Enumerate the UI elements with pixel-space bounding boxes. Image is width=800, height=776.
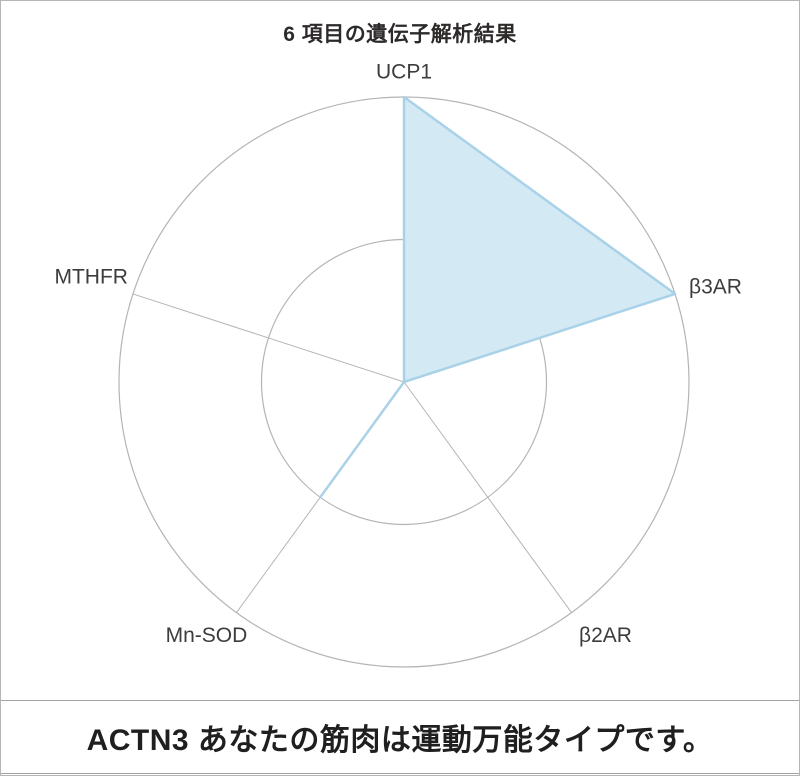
axis-label-mthfr: MTHFR [54,265,127,288]
result-banner: ACTN3 あなたの筋肉は運動万能タイプです。 [1,700,799,774]
result-text: ACTN3 あなたの筋肉は運動万能タイプです。 [86,724,714,757]
radar-spoke [403,381,572,613]
axis-label-2ar: β2AR [579,624,632,647]
radar-spoke [132,293,405,383]
chart-title: 6 項目の遺伝子解析結果 [283,23,517,46]
axis-label-ucp1: UCP1 [376,61,432,84]
radar-series-polygon [318,95,677,499]
axis-label-mnsod: Mn-SOD [166,624,248,647]
axis-label-3ar: β3AR [689,275,742,298]
